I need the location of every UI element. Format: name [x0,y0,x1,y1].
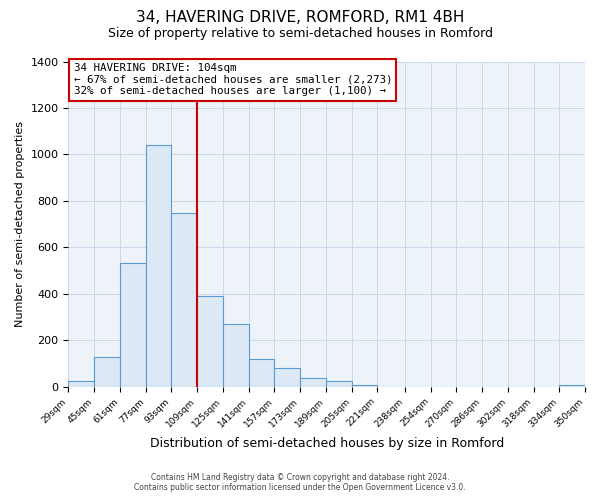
Y-axis label: Number of semi-detached properties: Number of semi-detached properties [15,121,25,327]
Bar [94,356,120,387]
Text: Contains HM Land Registry data © Crown copyright and database right 2024.
Contai: Contains HM Land Registry data © Crown c… [134,473,466,492]
Text: Size of property relative to semi-detached houses in Romford: Size of property relative to semi-detach… [107,28,493,40]
Bar [223,324,248,387]
Bar [197,296,223,387]
Bar [326,381,352,387]
X-axis label: Distribution of semi-detached houses by size in Romford: Distribution of semi-detached houses by … [149,437,504,450]
Text: 34 HAVERING DRIVE: 104sqm
← 67% of semi-detached houses are smaller (2,273)
32% : 34 HAVERING DRIVE: 104sqm ← 67% of semi-… [74,63,392,96]
Bar [120,262,146,387]
Bar [172,212,197,387]
Bar [146,145,172,387]
Bar [68,381,94,387]
Bar [352,384,377,387]
Bar [274,368,300,387]
Bar [559,384,585,387]
Bar [248,359,274,387]
Bar [300,378,326,387]
Text: 34, HAVERING DRIVE, ROMFORD, RM1 4BH: 34, HAVERING DRIVE, ROMFORD, RM1 4BH [136,10,464,25]
